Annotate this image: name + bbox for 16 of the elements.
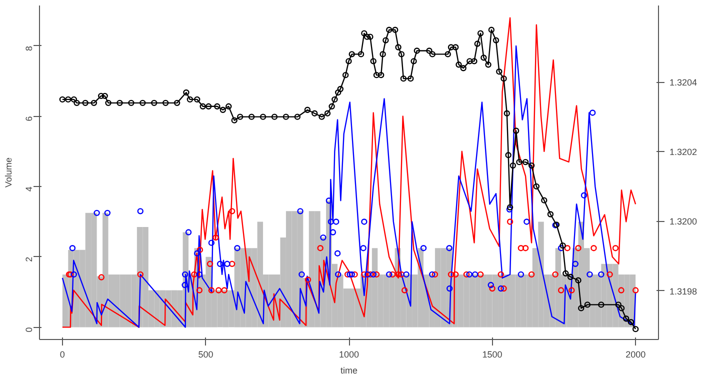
y2-tick-label: 1.3204 <box>670 78 698 88</box>
y-tick-label: 6 <box>24 116 34 122</box>
y-tick-label: 2 <box>24 256 34 262</box>
y2-tick-label: 1.3202 <box>670 147 698 158</box>
y2-tick-label: 1.3198 <box>670 286 698 296</box>
y-tick-label: 8 <box>24 46 34 51</box>
x-tick-label: 1500 <box>482 350 502 360</box>
y-tick-label: 0 <box>24 327 34 332</box>
x-tick-label: 2000 <box>626 350 646 360</box>
x-tick-label: 0 <box>60 350 65 360</box>
x-axis-title: time <box>340 366 358 376</box>
y2-tick-label: 1.3200 <box>670 216 698 227</box>
x-tick-label: 1000 <box>338 350 360 360</box>
y-axis-title: Volume <box>4 157 14 188</box>
y-tick-label: 4 <box>24 186 34 192</box>
x-tick-label: 500 <box>198 350 214 360</box>
